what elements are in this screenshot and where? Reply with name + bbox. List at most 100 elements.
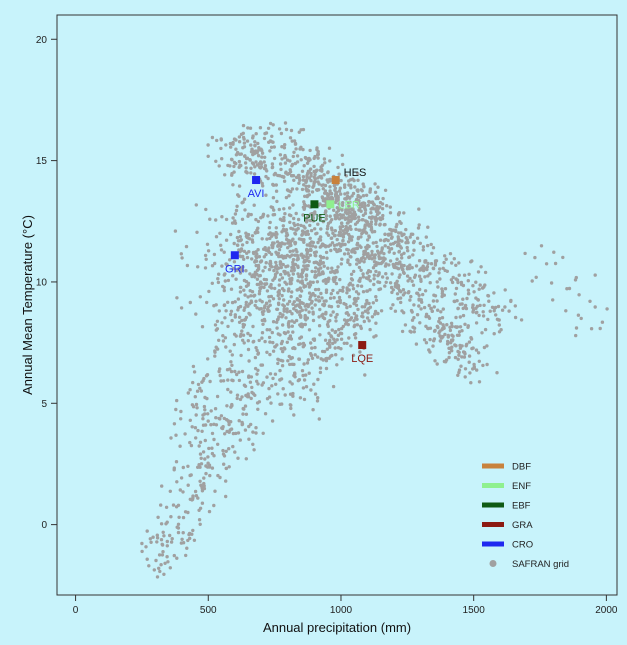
grid-point: [173, 229, 178, 233]
grid-point: [432, 329, 437, 333]
grid-point: [445, 342, 450, 346]
grid-point: [174, 407, 178, 412]
grid-point: [534, 275, 538, 279]
grid-point: [248, 289, 252, 293]
grid-point: [279, 341, 284, 346]
grid-point: [361, 272, 365, 276]
grid-point: [307, 184, 311, 188]
grid-point: [312, 164, 316, 169]
grid-point: [343, 183, 347, 187]
grid-point: [382, 256, 386, 260]
grid-point: [350, 217, 354, 221]
grid-point: [191, 528, 195, 533]
grid-point: [257, 338, 261, 343]
grid-point: [471, 308, 476, 312]
grid-point: [306, 264, 310, 268]
grid-point: [375, 244, 379, 249]
y-tick-label: 10: [36, 277, 48, 288]
grid-point: [303, 304, 307, 308]
y-axis-title: Annual Mean Temperature (°C): [20, 215, 35, 395]
grid-point: [314, 274, 319, 278]
grid-point: [456, 306, 460, 311]
grid-point: [254, 346, 258, 350]
grid-point: [271, 123, 275, 127]
grid-point: [277, 174, 282, 178]
grid-point: [287, 194, 291, 198]
grid-point: [198, 522, 202, 526]
grid-point: [299, 252, 304, 256]
grid-point: [220, 264, 224, 268]
grid-point: [302, 362, 306, 366]
grid-point: [196, 428, 200, 433]
grid-point: [275, 240, 280, 244]
grid-point: [335, 300, 340, 304]
grid-point: [373, 312, 377, 316]
grid-point: [240, 369, 245, 374]
grid-point: [279, 377, 284, 381]
grid-point: [313, 253, 317, 258]
grid-point: [257, 282, 261, 286]
grid-point: [231, 216, 235, 220]
grid-point: [321, 271, 325, 276]
grid-point: [238, 254, 242, 258]
grid-point: [367, 319, 371, 323]
grid-point: [231, 266, 235, 271]
grid-point: [351, 191, 356, 196]
grid-point: [376, 273, 380, 278]
grid-point: [235, 235, 240, 240]
plot-frame: [56, 14, 618, 596]
grid-point: [576, 313, 581, 317]
grid-point: [310, 269, 314, 274]
grid-point: [161, 530, 165, 534]
grid-point: [239, 152, 243, 156]
grid-point: [417, 207, 421, 211]
grid-point: [162, 534, 166, 538]
grid-point: [281, 387, 285, 391]
grid-point: [304, 308, 308, 312]
grid-point: [355, 246, 360, 251]
grid-point: [346, 313, 351, 317]
grid-point: [564, 309, 568, 313]
grid-point: [337, 202, 341, 206]
grid-point: [290, 312, 294, 316]
grid-point: [213, 323, 218, 327]
grid-point: [467, 354, 472, 358]
grid-point: [340, 203, 345, 207]
grid-point: [363, 249, 367, 253]
grid-point: [290, 319, 294, 323]
grid-point: [256, 219, 261, 224]
site-marker-lbr: [326, 200, 335, 209]
grid-point: [273, 171, 277, 176]
grid-point: [453, 355, 458, 360]
grid-point: [333, 346, 337, 350]
grid-point: [428, 281, 432, 285]
grid-point: [436, 285, 440, 289]
grid-point: [249, 299, 253, 303]
grid-point: [246, 392, 250, 396]
grid-point: [206, 455, 210, 459]
grid-point: [292, 216, 296, 221]
grid-point: [161, 550, 165, 554]
grid-point: [260, 155, 264, 159]
grid-point: [336, 198, 340, 202]
grid-point: [229, 287, 234, 291]
grid-point: [302, 378, 307, 382]
grid-point: [230, 171, 234, 176]
grid-point: [272, 145, 276, 149]
grid-point: [286, 302, 290, 306]
grid-point: [368, 327, 372, 332]
grid-point: [381, 196, 385, 201]
grid-point: [223, 336, 228, 340]
grid-point: [426, 315, 431, 319]
grid-point: [299, 289, 304, 293]
grid-point: [395, 292, 400, 296]
grid-point: [600, 320, 605, 324]
grid-point: [180, 537, 184, 541]
grid-point: [268, 220, 272, 225]
grid-point: [322, 157, 327, 161]
grid-point: [348, 304, 352, 308]
grid-point: [353, 300, 357, 304]
grid-point: [169, 540, 174, 544]
grid-point: [254, 255, 259, 260]
grid-point: [252, 448, 256, 452]
